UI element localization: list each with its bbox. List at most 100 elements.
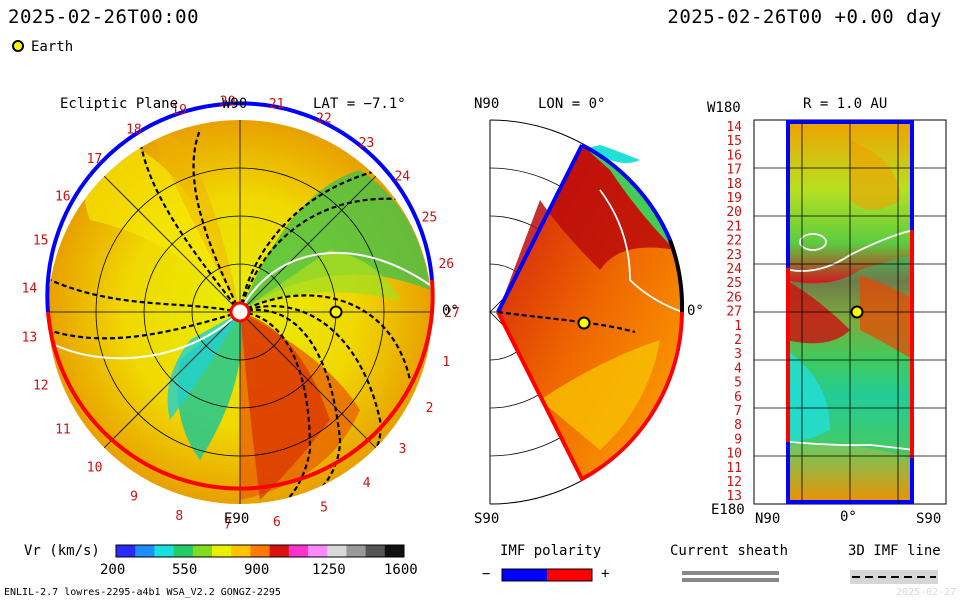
map-x-label-s90: S90: [916, 511, 942, 527]
footer-model-text: ENLIL-2.7 lowres-2295-a4b1 WSA_V2.2 GONG…: [4, 587, 281, 598]
carrington-tick-13: 13: [22, 331, 38, 346]
map-row-label-21: 21: [726, 219, 742, 234]
vr-tick-550: 550: [172, 562, 198, 578]
map-row-label-5: 5: [734, 376, 742, 391]
map-row-label-22: 22: [726, 234, 742, 249]
vr-tick-1600: 1600: [384, 562, 418, 578]
carrington-tick-24: 24: [394, 170, 410, 185]
map-row-label-16: 16: [726, 148, 742, 163]
polarity-ring-negative: [45, 101, 434, 313]
map-x-label-n90: N90: [755, 511, 781, 527]
vr-colorbar-segment: [231, 545, 251, 557]
meridional-top-label: N90: [474, 96, 500, 112]
carrington-tick-2: 2: [426, 401, 434, 416]
carrington-tick-1: 1: [442, 355, 450, 370]
vr-legend-label: Vr (km/s): [24, 543, 100, 559]
ecliptic-title: Ecliptic Plane: [60, 96, 179, 112]
carrington-tick-22: 22: [316, 111, 332, 126]
carrington-tick-3: 3: [399, 442, 407, 457]
map-row-label-27: 27: [726, 305, 742, 320]
carrington-tick-27: 27: [444, 306, 460, 321]
current-sheath-label: Current sheath: [670, 543, 789, 559]
map-row-label-7: 7: [734, 404, 742, 419]
footer-faint-date: 2025-02-27: [896, 587, 957, 598]
earth-legend-label: Earth: [31, 39, 74, 55]
carrington-tick-14: 14: [22, 282, 38, 297]
map-x-label-0: 0°: [840, 509, 857, 525]
map-row-label-15: 15: [726, 134, 742, 149]
carrington-tick-12: 12: [33, 379, 49, 394]
imf-polarity-label: IMF polarity: [500, 543, 602, 559]
right-datetime: 2025-02-26T00 +0.00 day: [667, 6, 942, 28]
carrington-tick-5: 5: [320, 501, 328, 516]
map-row-label-24: 24: [726, 262, 742, 277]
map-row-label-23: 23: [726, 248, 742, 263]
map-row-label-1: 1: [734, 319, 742, 334]
carrington-tick-21: 21: [269, 97, 285, 112]
imf3d-label: 3D IMF line: [848, 543, 941, 559]
map-row-label-6: 6: [734, 390, 742, 405]
vr-tick-200: 200: [100, 562, 126, 578]
vr-colorbar-segment: [269, 545, 290, 557]
map-row-label-4: 4: [734, 361, 742, 376]
earth-marker-map: [850, 305, 864, 319]
carrington-tick-20: 20: [220, 94, 236, 109]
carrington-tick-25: 25: [422, 211, 438, 226]
map-row-label-10: 10: [726, 447, 742, 462]
vr-colorbar-segment: [192, 545, 213, 557]
map-row-label-8: 8: [734, 418, 742, 433]
carrington-tick-26: 26: [438, 257, 454, 272]
vr-colorbar-segment: [288, 545, 309, 557]
ecliptic-lat-label: LAT = −7.1°: [313, 96, 406, 112]
imf-positive-swatch: [547, 569, 592, 581]
vr-tick-900: 900: [244, 562, 270, 578]
map-row-label-18: 18: [726, 177, 742, 192]
map-row-label-3: 3: [734, 347, 742, 362]
vr-colorbar-segment: [116, 545, 136, 557]
carrington-tick-11: 11: [55, 423, 71, 438]
map-panel: 1415161718192021222324252627123456789101…: [726, 119, 947, 505]
map-row-label-11: 11: [726, 461, 742, 476]
map-title: R = 1.0 AU: [803, 96, 888, 112]
map-top-left-label: W180: [707, 100, 741, 116]
carrington-tick-6: 6: [273, 515, 281, 530]
carrington-tick-17: 17: [87, 152, 103, 167]
vr-colorbar-segment: [250, 545, 271, 557]
map-row-labels: 1415161718192021222324252627123456789101…: [726, 120, 742, 504]
meridional-panel: [489, 119, 685, 505]
vr-colorbar-segment: [154, 545, 175, 557]
vr-colorbar-segment: [135, 545, 155, 557]
map-row-label-14: 14: [726, 120, 742, 135]
carrington-tick-10: 10: [87, 460, 103, 475]
map-row-label-20: 20: [726, 205, 742, 220]
vr-colorbar: [116, 545, 405, 557]
map-row-label-9: 9: [734, 432, 742, 447]
vr-colorbar-segment: [384, 545, 405, 557]
carrington-tick-9: 9: [130, 490, 138, 505]
ecliptic-right-label: 0°: [442, 303, 459, 319]
meridional-right-label: 0°: [687, 303, 704, 319]
vr-colorbar-segment: [212, 545, 232, 557]
earth-marker-icon: [12, 40, 24, 52]
ecliptic-top-label: W90: [222, 96, 248, 112]
map-row-label-25: 25: [726, 276, 742, 291]
map-row-label-2: 2: [734, 333, 742, 348]
vr-colorbar-segment: [327, 545, 347, 557]
carrington-tick-19: 19: [171, 103, 187, 118]
map-row-label-13: 13: [726, 489, 742, 504]
ecliptic-bottom-label: E90: [224, 511, 250, 527]
meridional-lon-label: LON = 0°: [538, 96, 606, 112]
left-datetime: 2025-02-26T00:00: [8, 6, 200, 28]
map-bottom-left-label: E180: [711, 502, 745, 518]
meridional-bottom-label: S90: [474, 511, 500, 527]
carrington-tick-4: 4: [363, 476, 371, 491]
carrington-tick-23: 23: [359, 136, 375, 151]
earth-marker-ecliptic: [329, 305, 343, 319]
carrington-tick-7: 7: [224, 518, 232, 533]
earth-marker-meridional: [577, 316, 591, 330]
carrington-tick-16: 16: [55, 190, 71, 205]
vr-colorbar-segment: [346, 545, 367, 557]
